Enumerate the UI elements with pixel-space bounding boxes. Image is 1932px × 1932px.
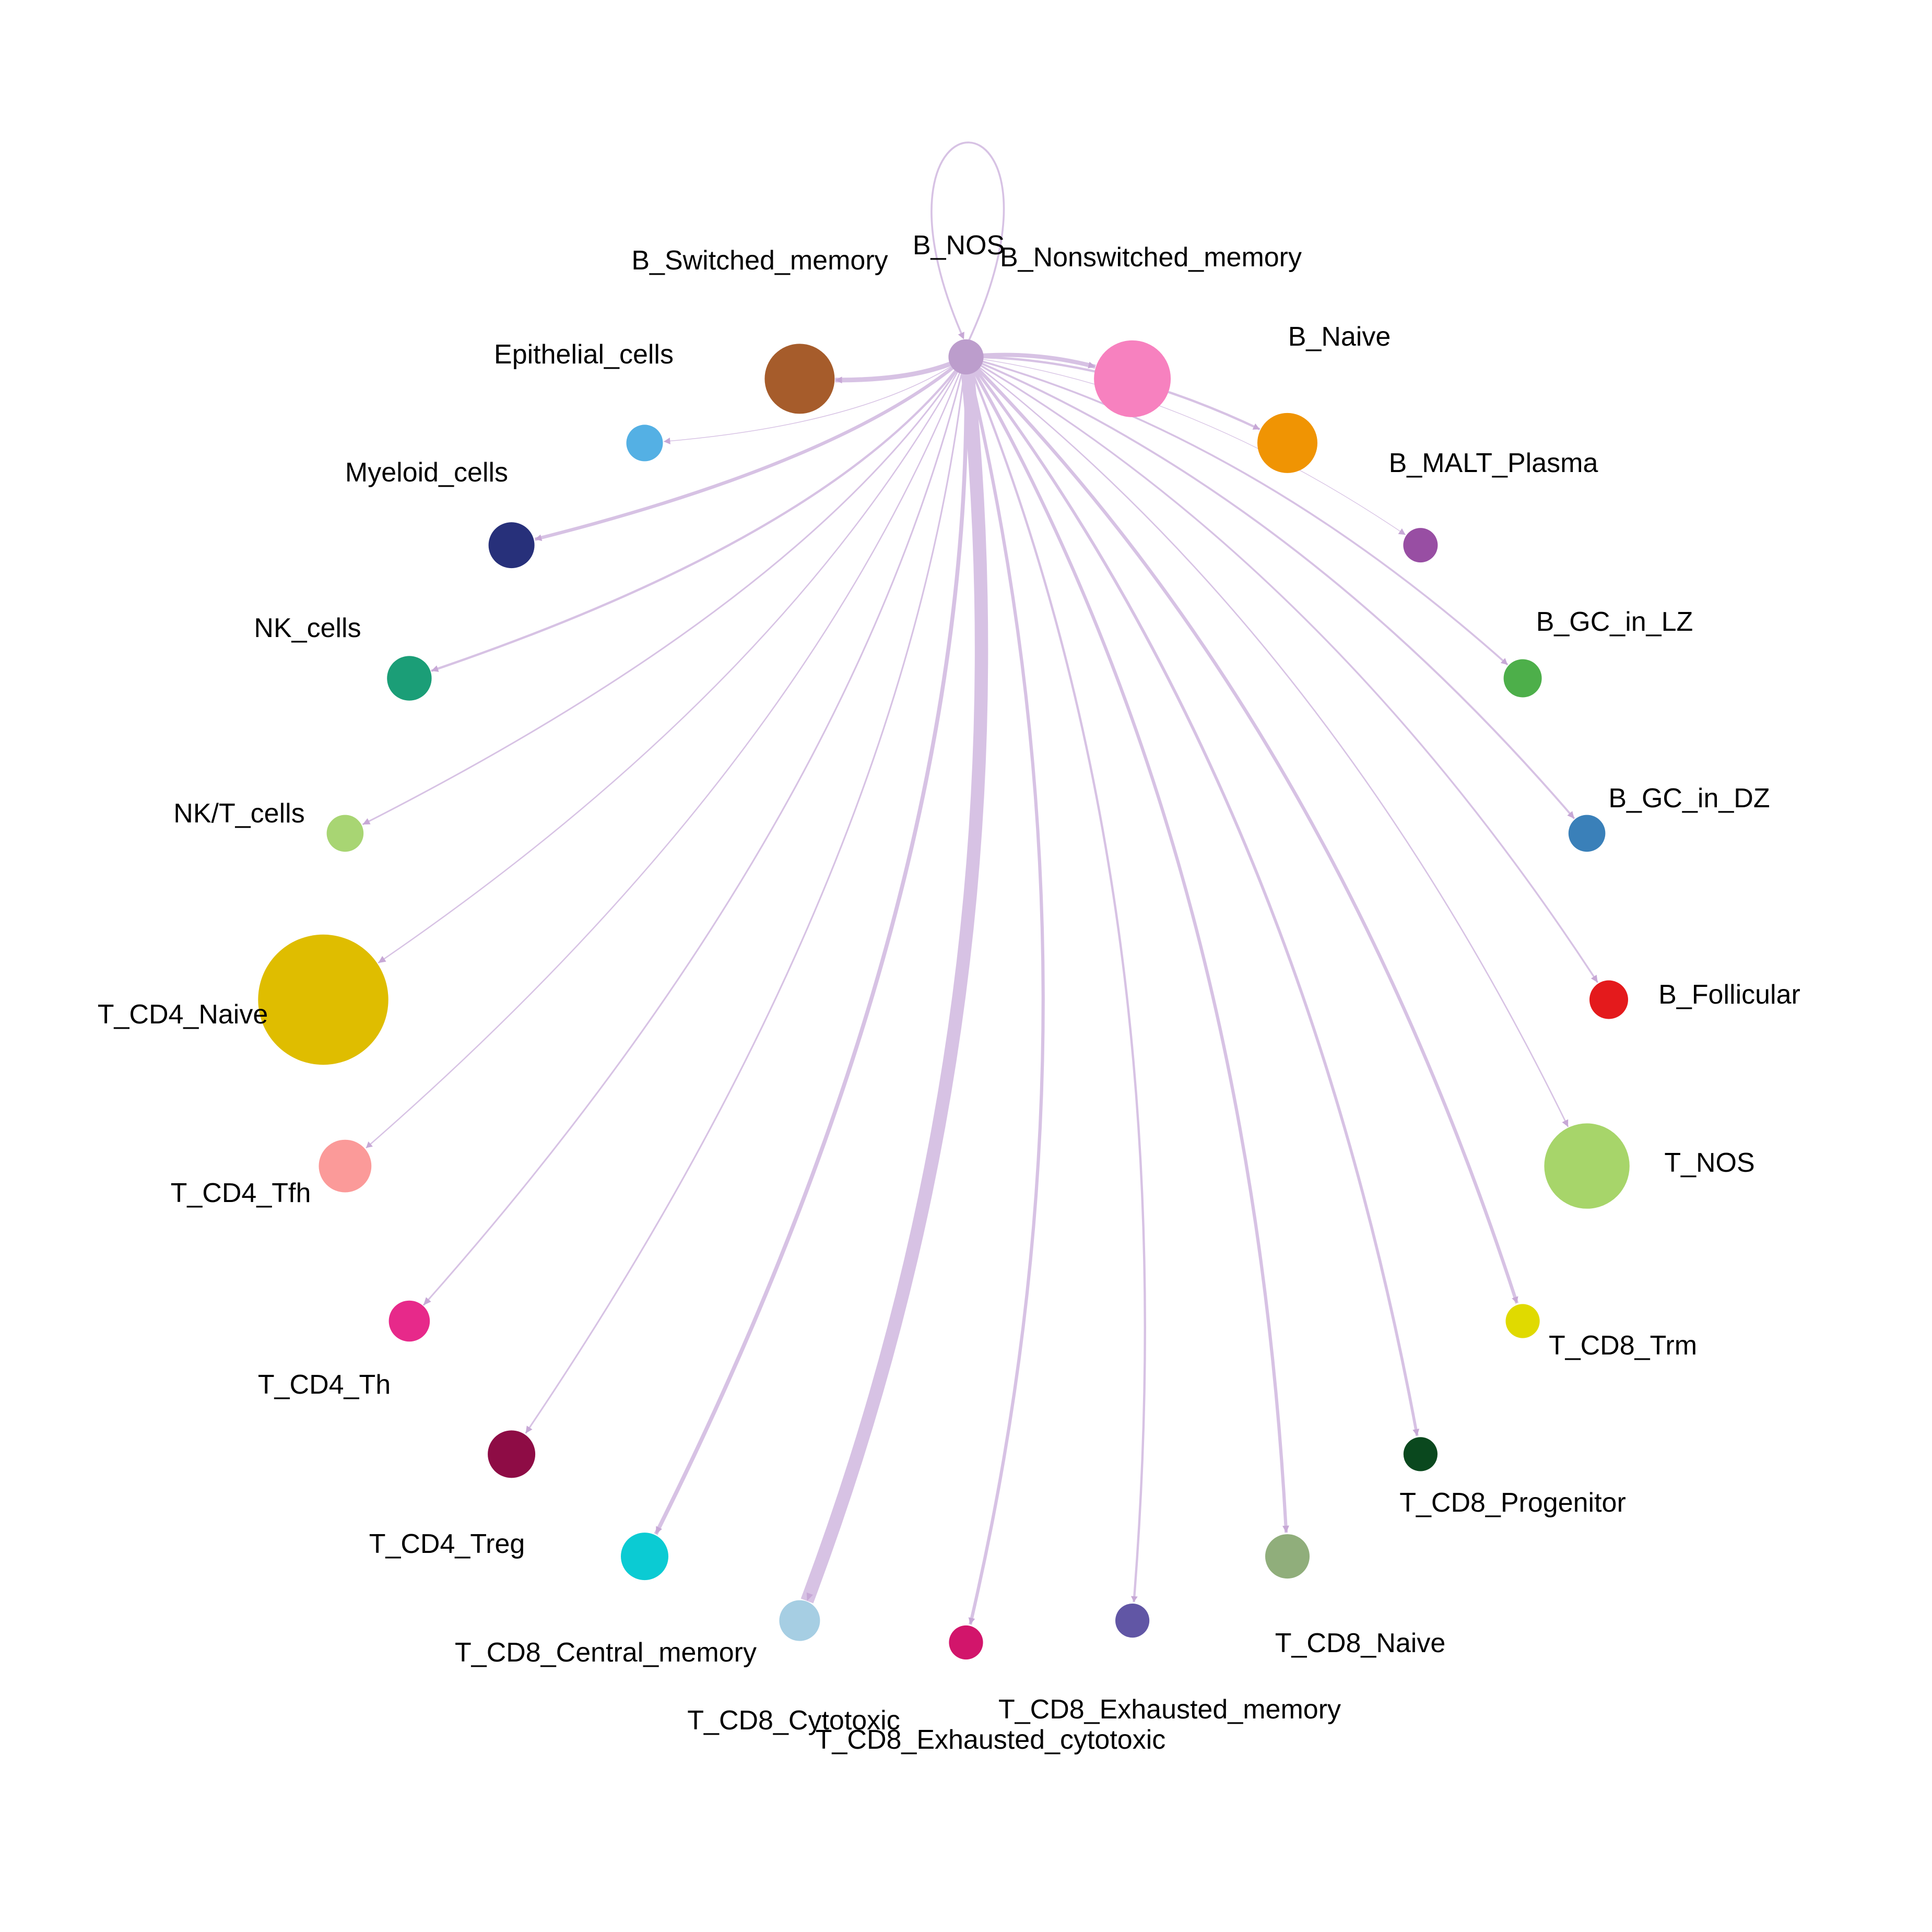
- svg-text:T_CD8_Central_memory: T_CD8_Central_memory: [455, 1638, 757, 1668]
- svg-text:B_MALT_Plasma: B_MALT_Plasma: [1389, 448, 1598, 478]
- svg-text:T_CD4_Tfh: T_CD4_Tfh: [171, 1178, 311, 1208]
- svg-text:T_CD8_Exhausted_cytotoxic: T_CD8_Exhausted_cytotoxic: [816, 1725, 1166, 1755]
- svg-text:B_NOS: B_NOS: [913, 230, 1005, 261]
- svg-text:T_CD4_Treg: T_CD4_Treg: [369, 1529, 525, 1559]
- svg-text:T_CD8_Exhausted_memory: T_CD8_Exhausted_memory: [998, 1694, 1341, 1725]
- svg-text:T_CD8_Progenitor: T_CD8_Progenitor: [1399, 1488, 1626, 1518]
- svg-text:B_Naive: B_Naive: [1288, 322, 1391, 352]
- svg-text:T_CD4_Naive: T_CD4_Naive: [98, 999, 268, 1030]
- svg-text:NK_cells: NK_cells: [254, 613, 361, 643]
- svg-text:Myeloid_cells: Myeloid_cells: [345, 457, 508, 488]
- svg-text:T_NOS: T_NOS: [1664, 1148, 1754, 1178]
- svg-text:B_Switched_memory: B_Switched_memory: [631, 245, 888, 276]
- svg-text:NK/T_cells: NK/T_cells: [173, 798, 304, 829]
- svg-text:B_Follicular: B_Follicular: [1658, 980, 1800, 1010]
- svg-text:T_CD8_Cytotoxic: T_CD8_Cytotoxic: [687, 1705, 900, 1736]
- svg-text:T_CD4_Th: T_CD4_Th: [258, 1370, 391, 1400]
- svg-text:T_CD8_Naive: T_CD8_Naive: [1275, 1628, 1446, 1658]
- svg-text:Epithelial_cells: Epithelial_cells: [494, 339, 674, 370]
- svg-text:B_GC_in_DZ: B_GC_in_DZ: [1608, 783, 1770, 814]
- svg-text:B_Nonswitched_memory: B_Nonswitched_memory: [1000, 242, 1302, 273]
- svg-text:T_CD8_Trm: T_CD8_Trm: [1549, 1330, 1697, 1361]
- svg-text:B_GC_in_LZ: B_GC_in_LZ: [1536, 607, 1693, 637]
